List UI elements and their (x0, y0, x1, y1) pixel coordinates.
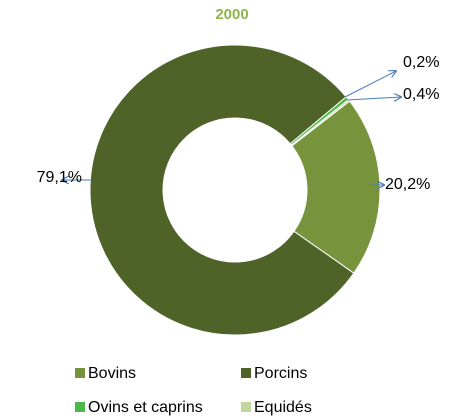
chart-title: 2000 (215, 6, 248, 23)
data-label: 0,4% (403, 86, 439, 103)
legend-label: Ovins et caprins (88, 399, 203, 416)
data-label: 79,1% (37, 169, 82, 186)
donut-slice (291, 100, 381, 274)
legend-swatch (75, 368, 85, 378)
legend-swatch (75, 402, 85, 412)
legend-label: Equidés (254, 399, 312, 416)
legend-swatch (241, 368, 251, 378)
leader-line (344, 71, 396, 98)
legend-swatch (241, 402, 251, 412)
leader-line (346, 97, 401, 100)
legend-label: Bovins (88, 365, 136, 382)
data-label: 0,2% (403, 54, 439, 71)
data-label: 20,2% (385, 176, 430, 193)
legend-label: Porcins (254, 365, 307, 382)
donut-slice (89, 44, 355, 336)
